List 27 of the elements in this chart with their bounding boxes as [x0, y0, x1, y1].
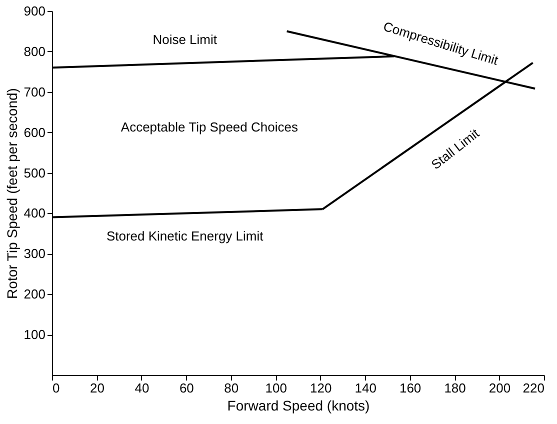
y-tick-label: 500 — [24, 165, 46, 180]
x-tick-label: 180 — [444, 380, 466, 396]
y-tick-label: 700 — [24, 84, 46, 100]
x-tick-label: 60 — [179, 380, 194, 396]
y-tick-label: 900 — [24, 4, 46, 18]
x-tick-label: 100 — [265, 380, 287, 396]
x-tick-label: 220 — [522, 380, 544, 396]
y-tick-label: 800 — [24, 44, 46, 59]
y-tick-label: 200 — [24, 286, 46, 302]
x-tick-label: 40 — [134, 380, 150, 396]
x-tick-label: 80 — [224, 380, 239, 396]
annotation: Stall Limit — [428, 125, 482, 172]
y-tick-label: 600 — [24, 124, 46, 140]
x-axis-title: Forward Speed (knots) — [227, 398, 370, 414]
y-tick-label: 400 — [24, 206, 46, 221]
y-tick-label: 300 — [24, 246, 46, 262]
x-tick-label: 160 — [399, 380, 422, 396]
x-tick-label: 120 — [310, 380, 332, 396]
annotation: Acceptable Tip Speed Choices — [120, 119, 298, 134]
y-axis-title: Rotor Tip Speed (feet per second) — [4, 88, 20, 299]
y-tick-label: 100 — [24, 327, 46, 342]
annotation: Stored Kinetic Energy Limit — [106, 228, 264, 244]
x-tick-label: 200 — [488, 380, 511, 396]
annotation: Noise Limit — [152, 32, 218, 48]
x-tick-label: 140 — [354, 380, 376, 396]
x-tick-label: 0 — [52, 380, 60, 396]
x-tick-label: 20 — [90, 380, 104, 396]
